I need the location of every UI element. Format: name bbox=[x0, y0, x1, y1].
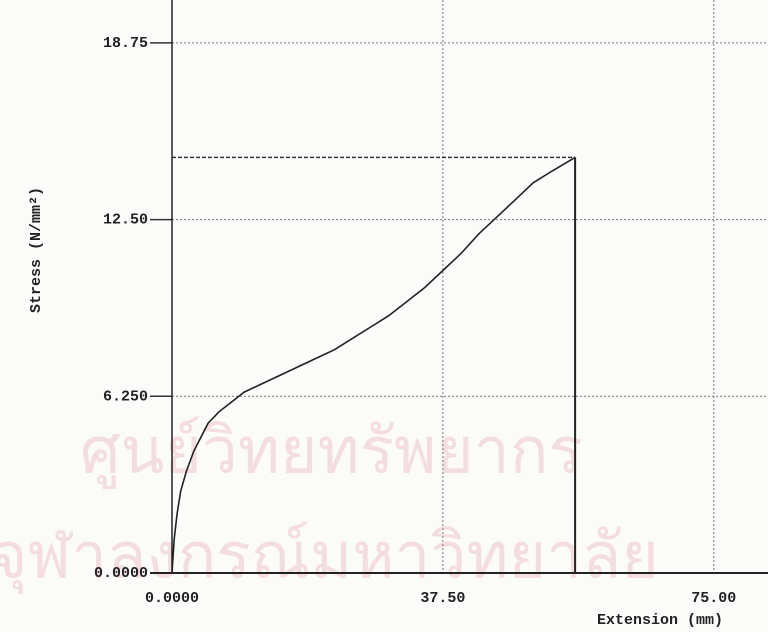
x-tick-label: 0.0000 bbox=[145, 590, 199, 607]
y-tick-label: 6.250 bbox=[103, 388, 148, 405]
y-tick-label: 18.75 bbox=[103, 35, 148, 52]
y-axis-label: Stress (N/mm²) bbox=[28, 187, 45, 313]
x-tick-label: 37.50 bbox=[420, 590, 465, 607]
y-tick-label: 12.50 bbox=[103, 212, 148, 229]
watermark: ศูนย์วิทยทรัพยากร bbox=[80, 415, 583, 490]
x-axis-label: Extension (mm) bbox=[597, 612, 723, 629]
watermark: จุฬาลงกรณ์มหาวิทยาลัย bbox=[0, 520, 659, 595]
x-tick-label: 75.00 bbox=[691, 590, 736, 607]
stress-curve bbox=[171, 156, 576, 574]
y-tick-label: 0.0000 bbox=[94, 565, 148, 582]
